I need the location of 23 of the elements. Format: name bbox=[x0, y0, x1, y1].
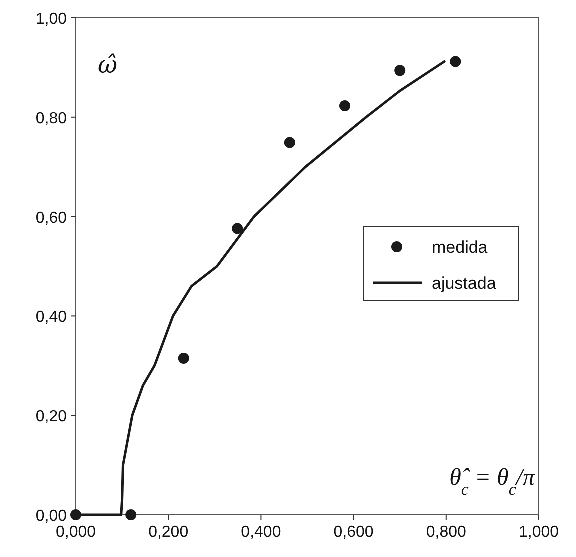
x-tick-label: 0,600 bbox=[334, 524, 374, 541]
x-tick-label: 1,000 bbox=[518, 524, 560, 541]
point bbox=[126, 510, 137, 520]
y-tick-label: 0,40 bbox=[36, 309, 68, 326]
legend-label: medida bbox=[432, 238, 488, 257]
y-tick-label: 0,20 bbox=[36, 408, 68, 426]
legend-label: ajustada bbox=[432, 274, 497, 293]
point bbox=[450, 56, 462, 68]
point bbox=[178, 352, 190, 364]
x-axis-title: θ̂$_{c}$ = θ$_{c}$/π bbox=[450, 465, 536, 498]
x-tick-label: 0,000 bbox=[56, 524, 96, 541]
point bbox=[232, 223, 244, 234]
y-tick-label: 1,00 bbox=[36, 11, 68, 28]
y-tick-label: 0,80 bbox=[36, 110, 68, 128]
y-axis-title: ω̂ bbox=[98, 51, 118, 79]
x-tick-label: 0,800 bbox=[426, 524, 467, 541]
point bbox=[394, 65, 406, 76]
point bbox=[340, 100, 351, 112]
y-tick-label: 0,00 bbox=[36, 508, 68, 525]
point bbox=[284, 137, 296, 148]
x-tick-label: 0,400 bbox=[241, 524, 282, 541]
y-tick-label: 0,60 bbox=[36, 210, 68, 227]
x-tick-label: 0,200 bbox=[148, 524, 189, 541]
